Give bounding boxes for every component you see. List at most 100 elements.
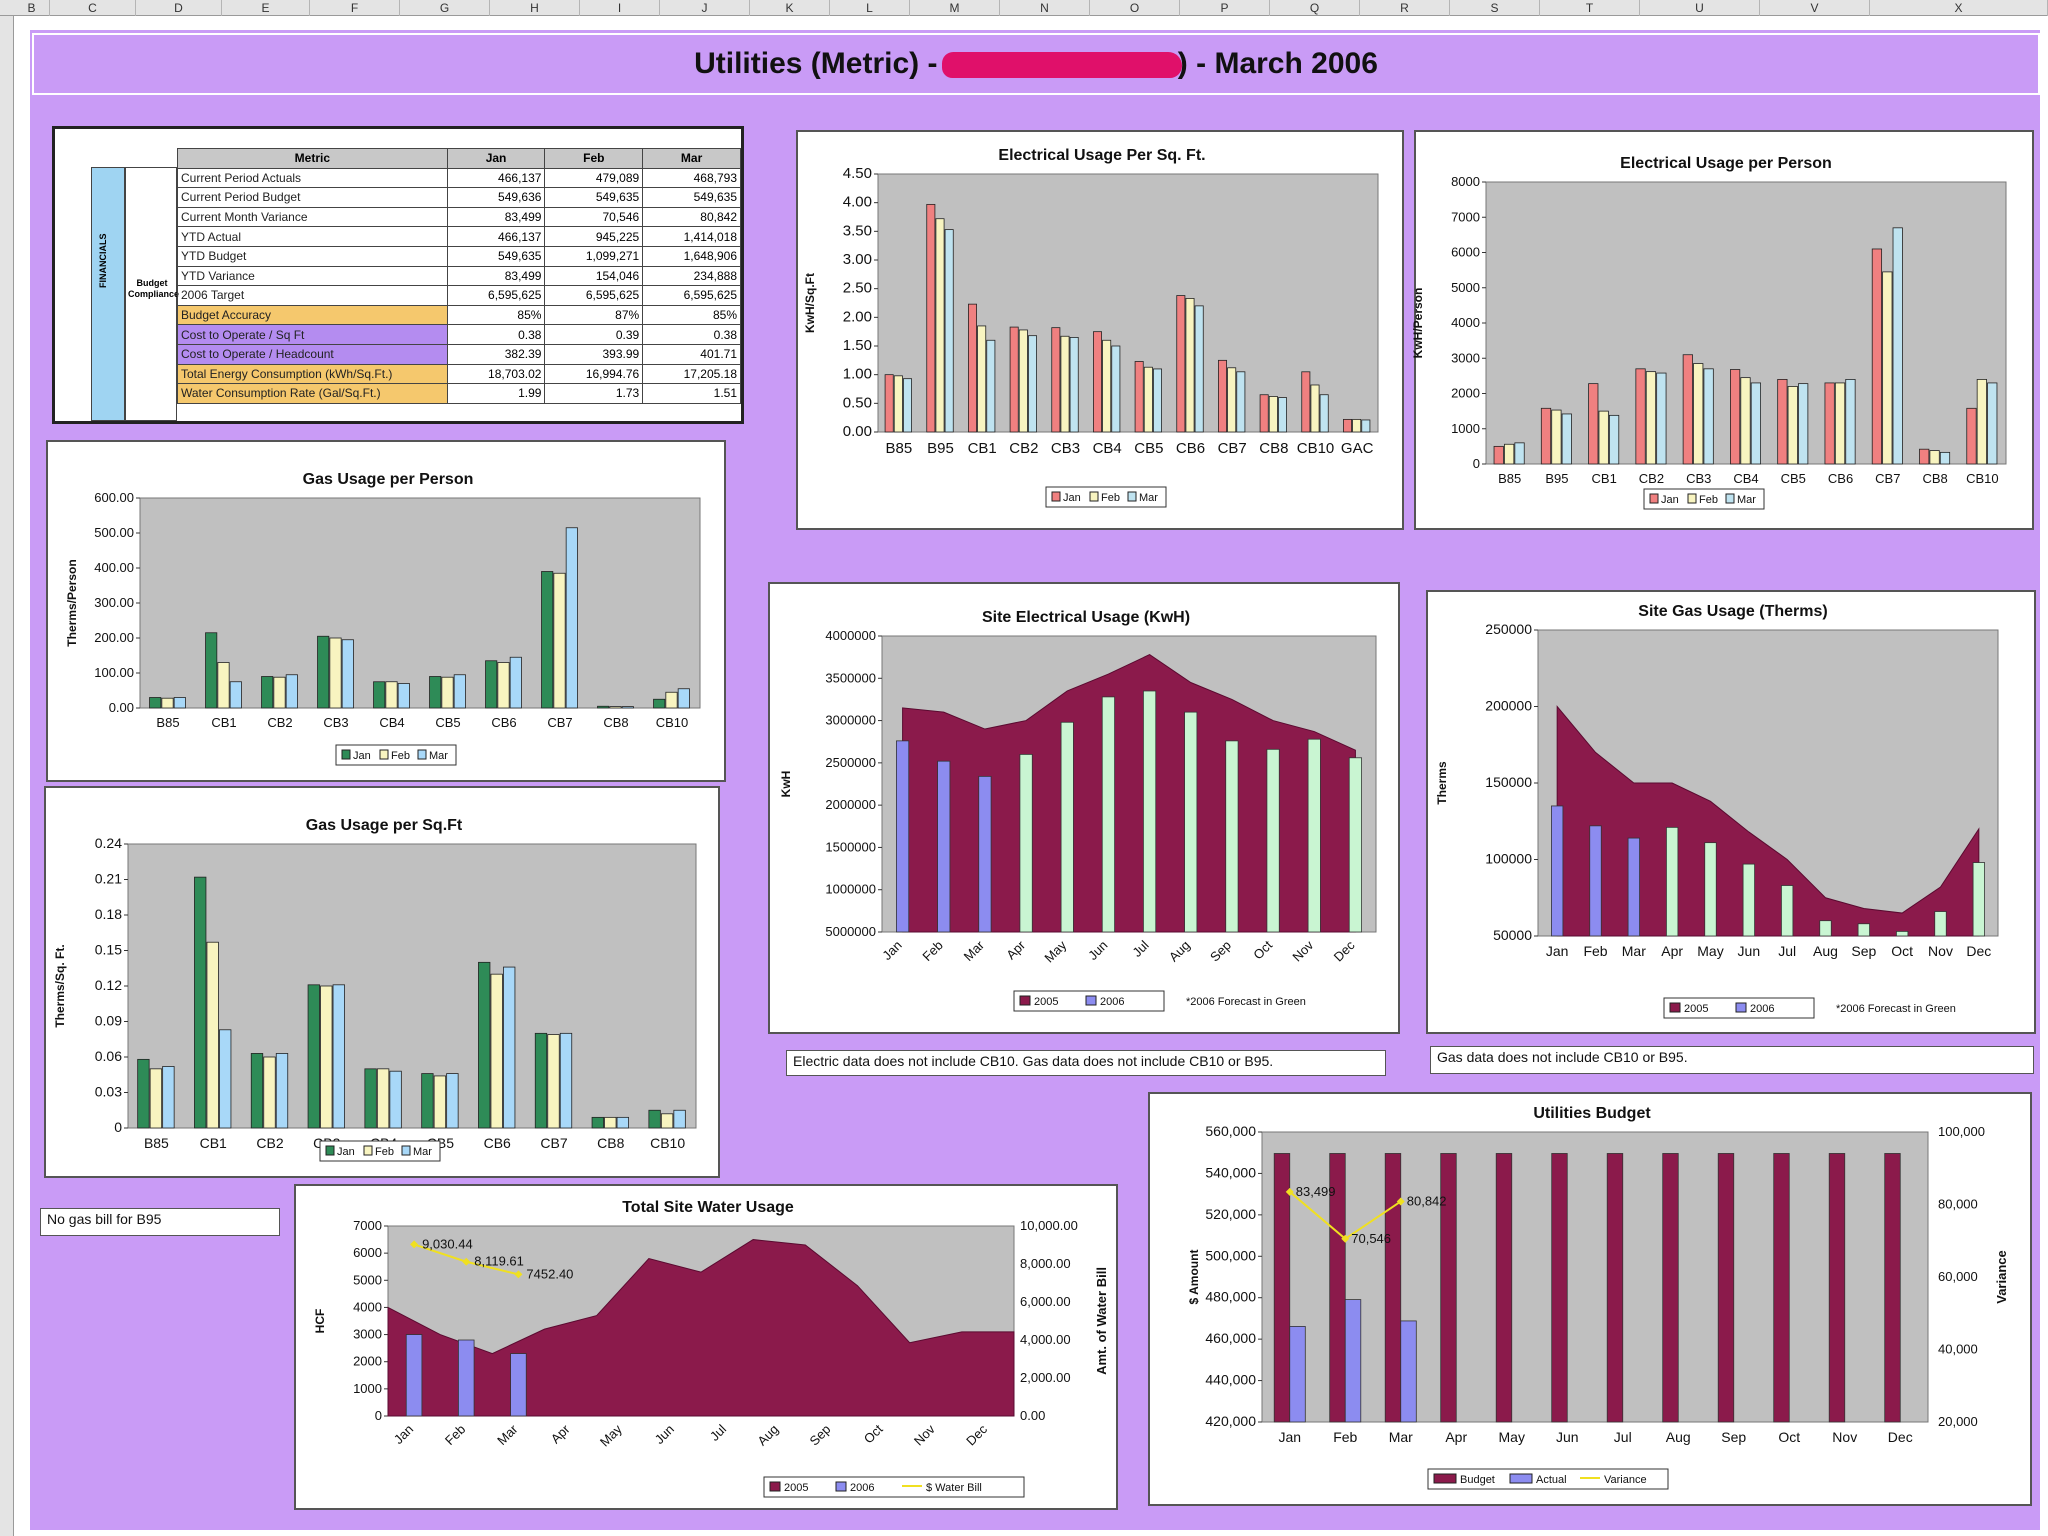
column-header-V[interactable]: V: [1760, 0, 1870, 16]
y2-tick-label: 10,000.00: [1020, 1218, 1078, 1233]
bar-feb: [553, 572, 566, 709]
bar-mar: [1153, 368, 1162, 433]
bar-budget: [1384, 1153, 1402, 1423]
bar-2006-forecast: [1666, 826, 1679, 937]
x-tick-label: Apr: [548, 1421, 573, 1446]
column-header-J[interactable]: J: [660, 0, 750, 16]
bar-jan: [1343, 418, 1352, 433]
column-header-O[interactable]: O: [1090, 0, 1180, 16]
column-header-G[interactable]: G: [400, 0, 490, 16]
chart-gas-usage-per-person: Gas Usage per Person 0.00 100.00 200.00 300.…: [46, 440, 726, 782]
column-header-T[interactable]: T: [1540, 0, 1640, 16]
x-tick-label: CB3: [323, 715, 348, 730]
bar-budget: [1551, 1153, 1568, 1423]
column-header-I[interactable]: I: [580, 0, 660, 16]
chart-electrical-usage-per-sqft: Electrical Usage Per Sq. Ft. 0.00 0.50 1.00…: [796, 130, 1404, 530]
header-jan: Jan: [446, 148, 546, 169]
cell-mar: 1,414,018: [642, 226, 741, 247]
cell-mar: 17,205.18: [642, 363, 741, 385]
bar-jan: [421, 1073, 434, 1129]
plot-area: [877, 173, 1379, 433]
column-header-U[interactable]: U: [1640, 0, 1760, 16]
y-axis-label: Therms: [1435, 761, 1449, 805]
x-tick-label: CB5: [1134, 440, 1163, 457]
x-tick-label: Mar: [1622, 943, 1646, 959]
column-header-N[interactable]: N: [1000, 0, 1090, 16]
column-header-S[interactable]: S: [1450, 0, 1540, 16]
y-tick-label: 0.15: [95, 942, 122, 958]
bar-feb: [376, 1068, 390, 1129]
x-tick-label: B85: [1498, 471, 1521, 486]
bar-feb: [490, 973, 503, 1129]
bar-jan: [1051, 327, 1061, 433]
bar-mar: [332, 984, 345, 1129]
y-tick-label: 3000: [1451, 350, 1480, 365]
column-header-C[interactable]: C: [50, 0, 136, 16]
column-header-R[interactable]: R: [1360, 0, 1450, 16]
x-tick-label: Jan: [391, 1422, 416, 1447]
legend-swatch: [363, 1145, 373, 1156]
dashboard-title: Utilities (Metric) - ) - March 2006: [32, 33, 2040, 95]
x-tick-label: CB3: [1051, 440, 1080, 457]
bar-feb: [609, 706, 622, 709]
bar-jan: [1588, 383, 1599, 465]
bar-jan: [137, 1058, 150, 1129]
header-mar: Mar: [642, 148, 741, 169]
legend-swatch: [769, 1481, 781, 1492]
cell-label: Cost to Operate / Headcount: [177, 343, 448, 365]
y-tick-label: 600.00: [94, 490, 134, 505]
column-header-E[interactable]: E: [222, 0, 310, 16]
bar-mar: [1656, 372, 1667, 465]
bar-2006: [896, 740, 910, 933]
data-label: 70,546: [1351, 1231, 1391, 1246]
bar-mar: [1028, 335, 1037, 433]
bar-mar: [397, 683, 410, 709]
y2-tick-label: 100,000: [1938, 1124, 1985, 1139]
x-tick-label: Jul: [1614, 1429, 1632, 1445]
bar-actual: [1289, 1326, 1306, 1423]
cell-jan: 85%: [446, 304, 546, 326]
cell-feb: 16,994.76: [544, 363, 644, 385]
bar-mar: [162, 1066, 175, 1129]
bar-mar: [453, 674, 466, 709]
y-tick-label: 0.18: [95, 906, 122, 922]
bar-mar: [1750, 382, 1762, 465]
column-header-D[interactable]: D: [136, 0, 222, 16]
bar-2006-forecast: [1781, 885, 1794, 937]
cell-jan: 83,499: [446, 206, 546, 228]
legend-label: Actual: [1536, 1474, 1567, 1486]
row-header-bar[interactable]: [0, 16, 14, 1536]
column-header-F[interactable]: F: [310, 0, 400, 16]
column-header-L[interactable]: L: [830, 0, 910, 16]
bar-mar: [1939, 451, 1951, 465]
data-label: 80,842: [1407, 1193, 1447, 1208]
legend-swatch: [417, 749, 427, 760]
x-tick-label: GAC: [1341, 440, 1374, 457]
legend-swatch: [1019, 995, 1031, 1006]
x-tick-label: CB1: [200, 1135, 227, 1151]
data-label: 8,119.61: [474, 1254, 524, 1269]
column-header-B[interactable]: B: [14, 0, 50, 16]
data-label: 83,499: [1296, 1184, 1336, 1199]
column-header-X[interactable]: X: [1870, 0, 2048, 16]
chart-title: Total Site Water Usage: [622, 1199, 794, 1216]
column-header-M[interactable]: M: [910, 0, 1000, 16]
column-header-K[interactable]: K: [750, 0, 830, 16]
x-tick-label: Aug: [1166, 938, 1193, 965]
column-header-P[interactable]: P: [1180, 0, 1270, 16]
y-tick-label: 4.00: [843, 194, 872, 211]
y-axis-label: Therms/Person: [65, 559, 79, 646]
column-header-Q[interactable]: Q: [1270, 0, 1360, 16]
x-tick-label: CB10: [650, 1135, 685, 1151]
column-header-H[interactable]: H: [490, 0, 580, 16]
table-row: YTD Actual 466,137 945,225 1,414,018: [177, 226, 741, 247]
y-tick-label: 0.06: [95, 1048, 122, 1064]
x-tick-label: CB6: [484, 1135, 511, 1151]
table-row: Cost to Operate / Sq Ft 0.38 0.39 0.38: [177, 324, 741, 345]
bar-feb: [547, 1034, 560, 1129]
y2-tick-label: 80,000: [1938, 1197, 1978, 1212]
y-tick-label: 0.00: [109, 700, 134, 715]
legend-label: Jan: [353, 750, 371, 762]
bar-feb: [1268, 396, 1278, 433]
